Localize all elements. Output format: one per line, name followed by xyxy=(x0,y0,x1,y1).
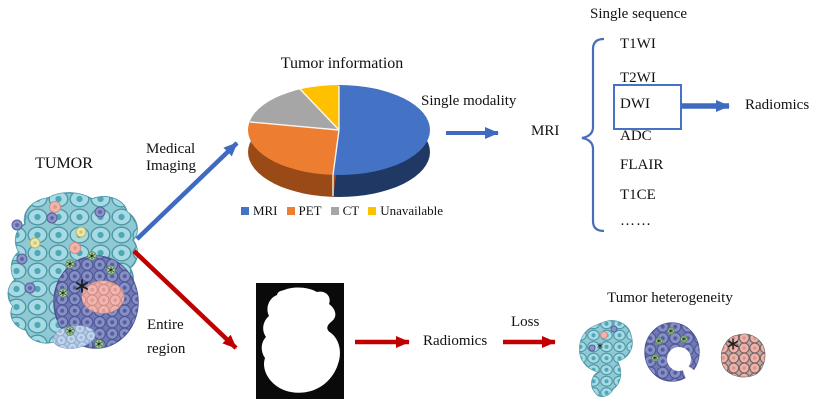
sequence-item-t1ce: T1CE xyxy=(620,187,656,203)
scattered-cells xyxy=(11,201,106,294)
legend-label-ct: CT xyxy=(342,203,360,218)
single-modality-label: Single modality xyxy=(421,93,517,109)
pie-slice-dividers xyxy=(249,86,340,196)
medical-imaging-line1: Medical xyxy=(146,141,196,157)
pie-title: Tumor information xyxy=(280,55,404,72)
entire-region-arrow xyxy=(132,249,238,350)
radiomics-top-label: Radiomics xyxy=(745,97,810,113)
heterogeneity-teal-cluster xyxy=(579,320,633,397)
legend-item-mri: MRI xyxy=(240,203,278,219)
sequence-item-ellipsis: …… xyxy=(620,213,652,229)
sequence-item-flair: FLAIR xyxy=(620,157,664,173)
legend-label-pet: PET xyxy=(298,203,322,218)
medical-imaging-line2: Imaging xyxy=(146,157,196,174)
heterogeneity-purple-cluster xyxy=(644,322,706,385)
legend-item-ct: CT xyxy=(330,203,360,219)
immune-cells xyxy=(58,251,116,349)
loss-label: Loss xyxy=(511,314,540,330)
legend-item-unavailable: Unavailable xyxy=(368,203,443,219)
medical-imaging-label: Medical Imaging xyxy=(146,141,196,175)
legend-swatch-pet xyxy=(286,207,295,215)
heterogeneity-pink-cluster xyxy=(720,333,766,378)
sequence-item-dwi: DWI xyxy=(620,96,650,112)
sequence-panel-title: Single sequence xyxy=(590,6,688,22)
legend-swatch-ct xyxy=(330,207,339,215)
mri-label: MRI xyxy=(531,123,560,139)
segmentation-mask xyxy=(256,283,344,399)
legend-item-pet: PET xyxy=(286,203,322,219)
sequence-item-t2wi: T2WI xyxy=(620,70,656,86)
pie-legend: MRI PET CT Unavailable xyxy=(218,203,466,219)
sequence-brace xyxy=(581,37,605,233)
legend-label-mri: MRI xyxy=(252,203,278,218)
legend-label-unavailable: Unavailable xyxy=(380,203,444,218)
sequence-item-t1wi: T1WI xyxy=(620,36,656,52)
heterogeneity-title: Tumor heterogeneity xyxy=(607,290,733,306)
medical-imaging-arrow xyxy=(135,141,239,241)
entire-region-label: Entire region xyxy=(147,313,185,361)
legend-swatch-mri xyxy=(240,207,249,215)
tumor-illustration xyxy=(7,192,139,349)
dwi-highlight-box xyxy=(613,84,682,130)
tumor-label: TUMOR xyxy=(35,155,93,172)
radiomics-bottom-label: Radiomics xyxy=(423,333,488,349)
legend-swatch-unavailable xyxy=(368,207,377,215)
sequence-item-adc: ADC xyxy=(620,128,652,144)
entire-region-line2: region xyxy=(147,341,186,357)
entire-region-line1: Entire xyxy=(147,317,184,333)
